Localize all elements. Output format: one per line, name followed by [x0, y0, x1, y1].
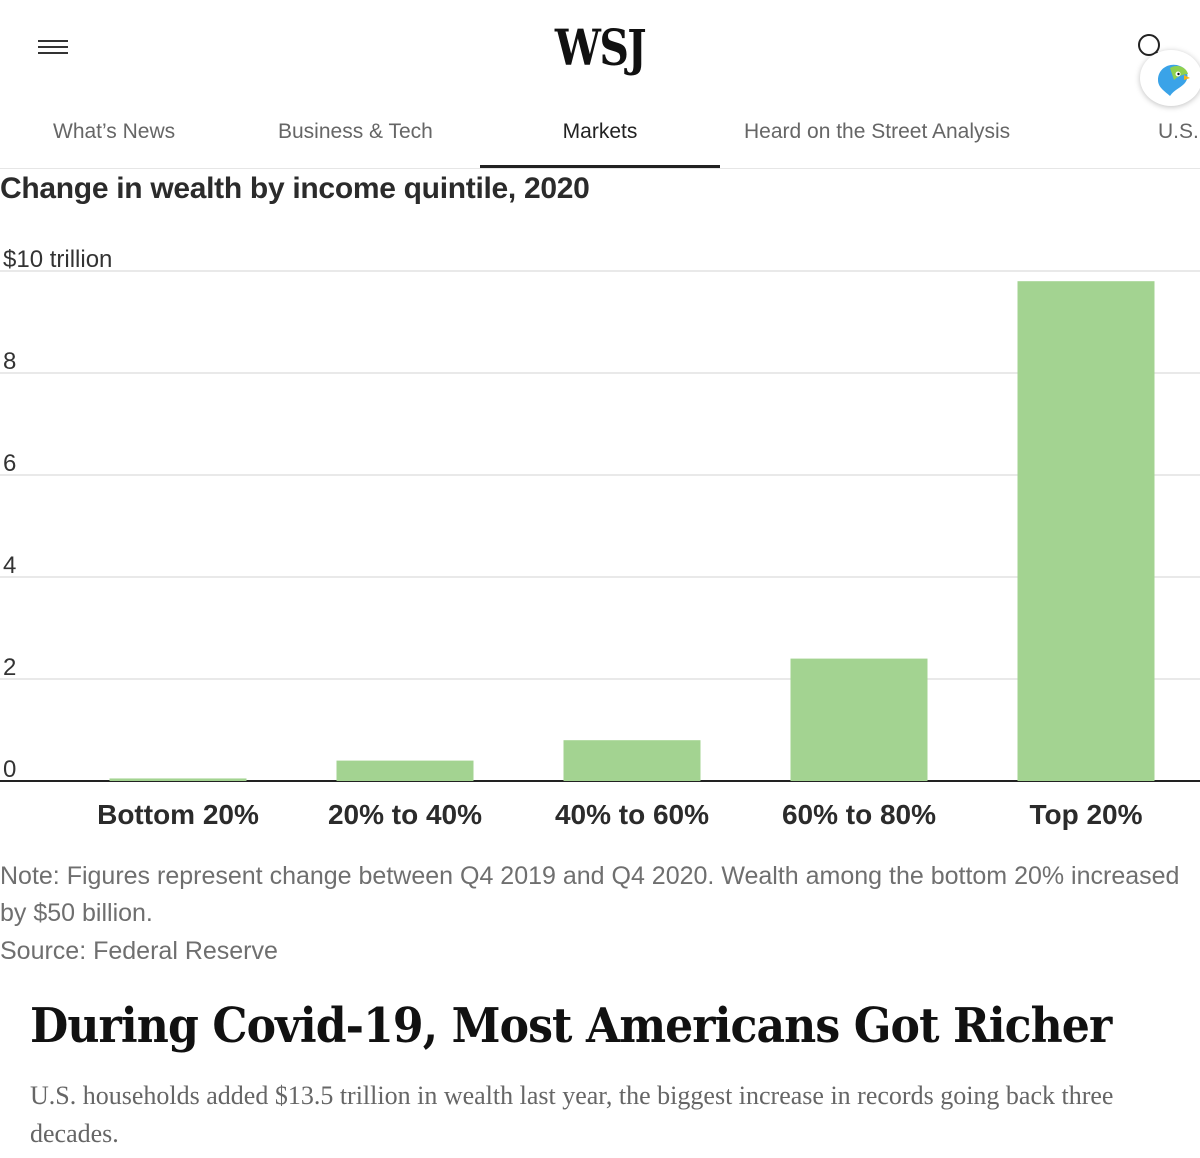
x-category-label: Bottom 20% [97, 799, 259, 830]
y-tick-label: 0 [3, 756, 16, 783]
section-nav: What’s News Business & Tech Markets Hear… [0, 108, 1200, 169]
x-category-label: Top 20% [1029, 799, 1142, 830]
tab-markets[interactable]: Markets [480, 108, 720, 168]
parrot-assistant-icon[interactable] [1140, 50, 1200, 106]
tab-whats-news[interactable]: What’s News [53, 120, 176, 143]
y-tick-label: 8 [3, 348, 16, 375]
chart-note: Note: Figures represent change between Q… [0, 862, 1180, 927]
wsj-logo[interactable]: WSJ [554, 18, 647, 77]
bar [563, 740, 701, 781]
hamburger-menu-icon[interactable] [38, 38, 70, 58]
y-tick-label: 2 [3, 654, 16, 681]
article-summary: U.S. households added $13.5 trillion in … [30, 1081, 1114, 1148]
y-tick-label: 6 [3, 450, 16, 477]
bar [109, 778, 247, 781]
y-tick-label: 4 [3, 552, 16, 579]
x-category-label: 60% to 80% [782, 799, 936, 830]
y-tick-label: $10 trillion [3, 246, 112, 273]
bar [336, 760, 474, 781]
bar-chart: 0 2 4 6 8 $10 trillion Bottom 20% 20% to 40% 40… [0, 246, 1200, 830]
bar [1017, 281, 1155, 781]
chart-source: Source: Federal Reserve [0, 937, 278, 965]
tab-business-tech[interactable]: Business & Tech [278, 120, 433, 143]
chart-title: Change in wealth by income quintile, 202… [0, 172, 590, 205]
x-category-label: 20% to 40% [328, 799, 482, 830]
bar [790, 658, 928, 781]
article-headline[interactable]: During Covid-19, Most Americans Got Rich… [30, 998, 1112, 1054]
tab-us[interactable]: U.S. [1158, 120, 1199, 143]
tab-heard-on-the-street[interactable]: Heard on the Street Analysis [744, 120, 1011, 143]
site-header: WSJ [0, 0, 1200, 106]
x-category-label: 40% to 60% [555, 799, 709, 830]
